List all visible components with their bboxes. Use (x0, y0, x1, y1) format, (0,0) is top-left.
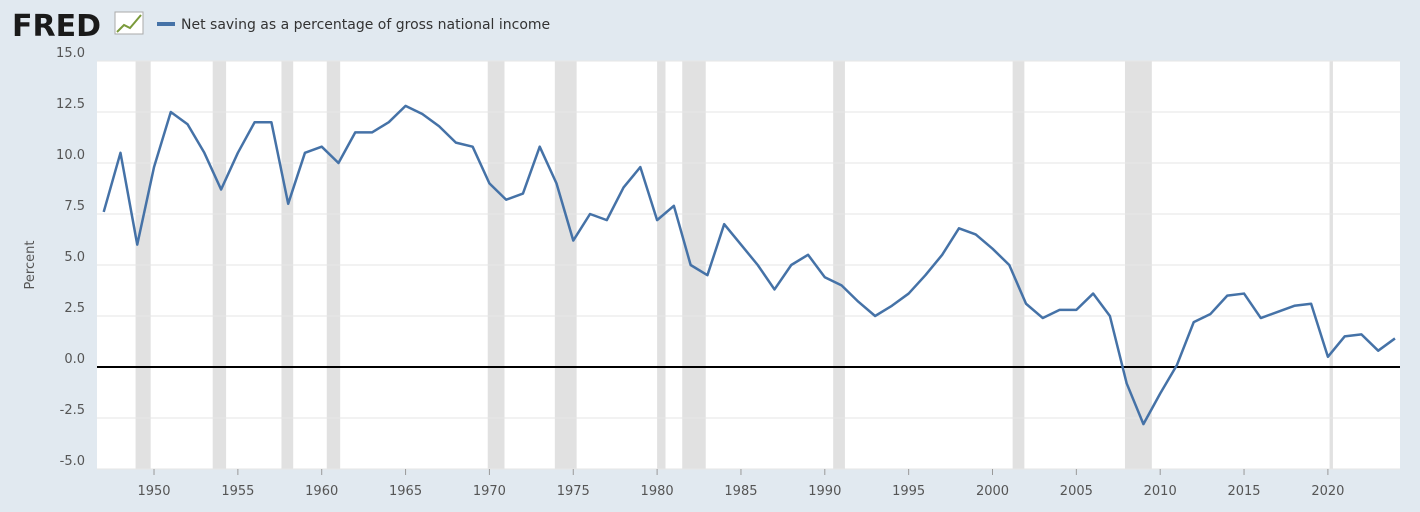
y-tick-label: 10.0 (56, 148, 85, 163)
x-tick-label: 2020 (1311, 484, 1344, 499)
y-tick-label: 15.0 (56, 46, 85, 61)
data-line (102, 104, 1396, 426)
x-tick-label: 2000 (976, 484, 1009, 499)
x-tick-label: 2015 (1227, 484, 1260, 499)
y-axis-title: Percent (23, 241, 38, 290)
y-tick-label: 5.0 (64, 250, 85, 265)
x-tick-label: 1995 (892, 484, 925, 499)
brand-logo: FRED (12, 9, 101, 44)
x-tick-label: 2005 (1060, 484, 1093, 499)
y-tick-label: 0.0 (64, 352, 85, 367)
logo-icon (114, 11, 144, 35)
x-tick-label: 1975 (557, 484, 590, 499)
x-tick-label: 1955 (221, 484, 254, 499)
x-tick-label: 1970 (473, 484, 506, 499)
x-tick-label: 1965 (389, 484, 422, 499)
x-tick-label: 1980 (641, 484, 674, 499)
x-tick-label: 1950 (137, 484, 170, 499)
x-tick-label: 1990 (808, 484, 841, 499)
y-tick-label: -2.5 (60, 403, 85, 418)
y-tick-label: 2.5 (64, 301, 85, 316)
logo-icon-line (116, 14, 142, 33)
y-tick-label: 12.5 (56, 97, 85, 112)
y-tick-label: -5.0 (60, 454, 85, 469)
x-tick-label: 2010 (1144, 484, 1177, 499)
x-tick-label: 1960 (305, 484, 338, 499)
y-tick-label: 7.5 (64, 199, 85, 214)
legend-label: Net saving as a percentage of gross nati… (181, 17, 550, 33)
x-tick-label: 1985 (724, 484, 757, 499)
